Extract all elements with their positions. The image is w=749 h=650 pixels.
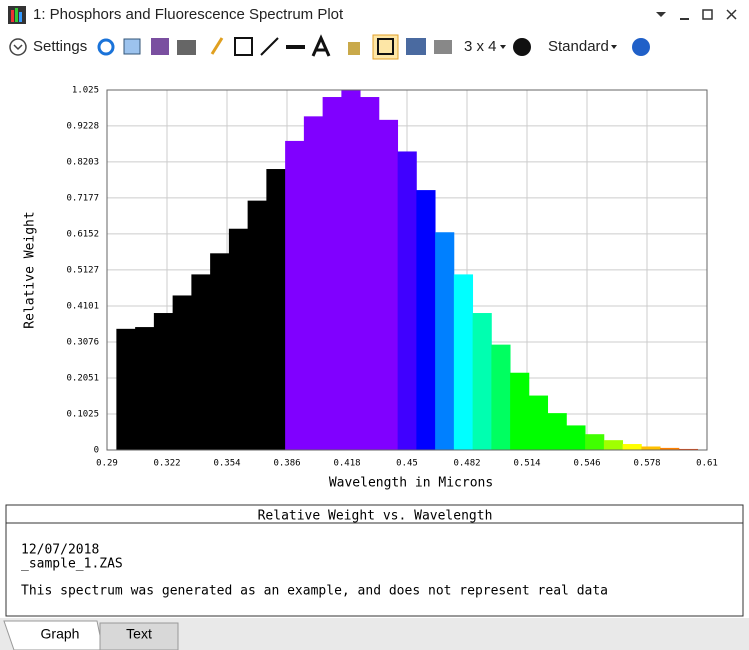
- text-box-title: Relative Weight vs. Wavelength: [258, 509, 493, 524]
- copy-button[interactable]: [123, 38, 141, 55]
- spectrum-bar: [247, 200, 267, 450]
- x-tick-label: 0.514: [513, 459, 540, 469]
- y-tick-label: 0: [94, 446, 99, 456]
- maximize-button[interactable]: [702, 9, 713, 20]
- y-tick-label: 0.9228: [66, 121, 99, 131]
- layout-label[interactable]: 3 x 4: [464, 38, 497, 55]
- spectrum-bar: [491, 344, 511, 450]
- settings-toggle[interactable]: [9, 38, 27, 56]
- y-tick-label: 0.2051: [66, 373, 99, 383]
- spectrum-bar: [566, 425, 586, 450]
- spectrum-bar: [453, 274, 474, 450]
- menu-button[interactable]: [656, 12, 666, 17]
- mode-label[interactable]: Standard: [548, 38, 609, 55]
- x-tick-label: 0.482: [453, 459, 480, 469]
- spectrum-bar: [285, 140, 305, 451]
- spectrum-bar: [360, 97, 380, 451]
- app-icon-bar: [11, 10, 14, 22]
- spectrum-bar: [191, 274, 211, 450]
- x-tick-label: 0.29: [96, 459, 118, 469]
- plot-frame: [106, 89, 708, 451]
- date-line: 12/07/2018: [21, 543, 99, 558]
- graph-tab[interactable]: [3, 620, 104, 650]
- x-tick-label: 0.386: [273, 459, 300, 469]
- note-line: This spectrum was generated as an exampl…: [21, 584, 608, 599]
- mode-dropdown[interactable]: [611, 45, 617, 49]
- spectrum-bar: [603, 440, 624, 450]
- spectrum-bar: [622, 444, 642, 450]
- layout-dropdown[interactable]: [500, 45, 506, 49]
- spectrum-bar: [322, 97, 342, 451]
- spectrum-bar: [172, 295, 192, 450]
- app-icon-bar: [19, 12, 22, 22]
- lock-button[interactable]: [348, 42, 360, 55]
- y-tick-label: 0.8203: [66, 157, 99, 167]
- x-tick-label: 0.354: [213, 459, 240, 469]
- spectrum-bar: [266, 169, 286, 450]
- spectrum-bar: [547, 413, 567, 450]
- spectrum-bar: [116, 328, 136, 450]
- spectrum-bar: [378, 119, 399, 450]
- x-tick-label: 0.418: [333, 459, 360, 469]
- chart: Wavelength in Microns Relative Weight 0 0…: [23, 86, 718, 491]
- rotate-button[interactable]: [513, 38, 531, 56]
- text-tab[interactable]: [99, 622, 179, 650]
- spectrum-bar: [472, 313, 492, 450]
- graph-tab-label[interactable]: Graph: [41, 626, 80, 642]
- spectrum-bar: [660, 447, 680, 450]
- spectrum-bar: [228, 228, 249, 450]
- settings-chevron: [13, 44, 23, 51]
- spectrum-bar: [528, 395, 549, 450]
- pencil-button[interactable]: [210, 37, 224, 55]
- y-tick-label: 0.6152: [66, 229, 99, 239]
- spectrum-bar: [397, 151, 417, 450]
- close-button[interactable]: [726, 9, 737, 20]
- x-tick-label: 0.61: [696, 459, 718, 469]
- spectrum-bar: [585, 434, 605, 450]
- rectangle-button[interactable]: [234, 37, 253, 56]
- settings-label[interactable]: Settings: [33, 38, 87, 55]
- x-tick-label: 0.322: [153, 459, 180, 469]
- save-button[interactable]: [151, 38, 169, 55]
- spectrum-bar: [678, 448, 699, 450]
- y-tick-label: 0.7177: [66, 193, 99, 203]
- active-icon: [377, 38, 394, 55]
- spectrum-bar: [303, 116, 324, 450]
- y-tick-label: 0.4101: [66, 301, 99, 311]
- help-button[interactable]: [632, 38, 650, 56]
- y-tick-label: 1.025: [72, 86, 99, 96]
- text-tab-label[interactable]: Text: [126, 626, 152, 642]
- spectrum-bar: [416, 190, 436, 450]
- y-tick-label: 0.1025: [66, 410, 99, 420]
- x-tick-label: 0.546: [573, 459, 600, 469]
- x-axis-label: Wavelength in Microns: [329, 476, 493, 491]
- y-axis-label: Relative Weight: [23, 211, 38, 328]
- y-tick-label: 0.5127: [66, 265, 99, 275]
- y-tick-label: 0.3076: [66, 337, 99, 347]
- title-bar: [0, 0, 749, 32]
- text-button[interactable]: [311, 34, 331, 57]
- file-line: _sample_1.ZAS: [21, 557, 123, 572]
- x-tick-label: 0.578: [633, 459, 660, 469]
- spectrum-bar: [135, 327, 155, 450]
- x-tick-label: 0.45: [396, 459, 418, 469]
- refresh-button[interactable]: [97, 38, 115, 56]
- print-button[interactable]: [177, 40, 196, 55]
- window-title: 1: Phosphors and Fluorescence Spectrum P…: [33, 6, 344, 23]
- spectrum-bar: [153, 313, 174, 450]
- app-icon-bar: [15, 8, 18, 22]
- spectrum-bar: [341, 90, 361, 450]
- spectrum-bar: [641, 446, 661, 450]
- window-button[interactable]: [406, 38, 426, 55]
- spectrum-bar: [510, 372, 530, 450]
- layers-button[interactable]: [434, 40, 452, 54]
- arrow-button[interactable]: [260, 37, 279, 56]
- spectrum-bar: [210, 253, 230, 450]
- spectrum-bar: [435, 232, 455, 450]
